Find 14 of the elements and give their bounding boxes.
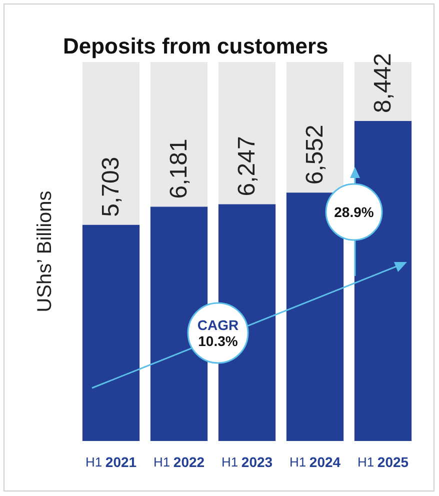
- data-label: 8,442: [370, 52, 396, 114]
- data-label: 6,552: [302, 124, 328, 185]
- annotation: 28.9%: [334, 204, 374, 220]
- x-tick-label: H1 2023: [221, 454, 273, 470]
- data-label: 5,703: [98, 156, 124, 217]
- x-tick-label: H1 2022: [153, 454, 205, 470]
- annotation: CAGR 10.3%: [197, 317, 239, 349]
- data-label: 6,247: [234, 136, 260, 196]
- data-label: 6,181: [166, 138, 192, 199]
- chart-title: Deposits from customers: [63, 34, 328, 58]
- x-tick-label: H1 2021: [85, 454, 137, 470]
- y-axis-title: UShs’ Billions: [34, 190, 56, 312]
- x-tick-label: H1 2025: [357, 454, 409, 470]
- x-tick-label: H1 2024: [289, 454, 341, 470]
